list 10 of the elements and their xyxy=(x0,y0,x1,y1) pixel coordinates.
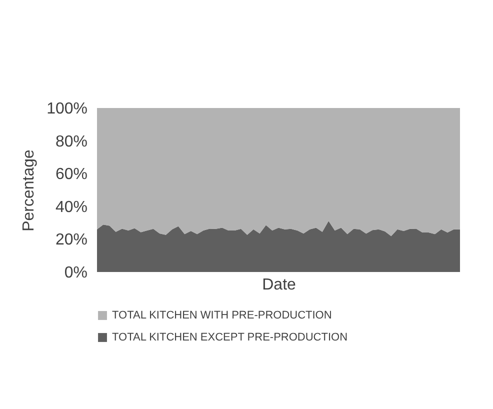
legend-label: TOTAL KITCHEN WITH PRE-PRODUCTION xyxy=(112,310,332,322)
y-tick-label: 60% xyxy=(55,166,88,184)
y-tick-label: 20% xyxy=(55,232,88,249)
y-tick-label: 40% xyxy=(55,198,88,216)
y-tick-label: 80% xyxy=(55,133,88,150)
legend-label: TOTAL KITCHEN EXCEPT PRE-PRODUCTION xyxy=(112,332,348,344)
x-axis-title: Date xyxy=(262,276,296,294)
y-tick-label: 100% xyxy=(46,100,88,118)
y-axis-title: Percentage xyxy=(20,149,38,232)
y-tick-label: 0% xyxy=(64,264,88,282)
